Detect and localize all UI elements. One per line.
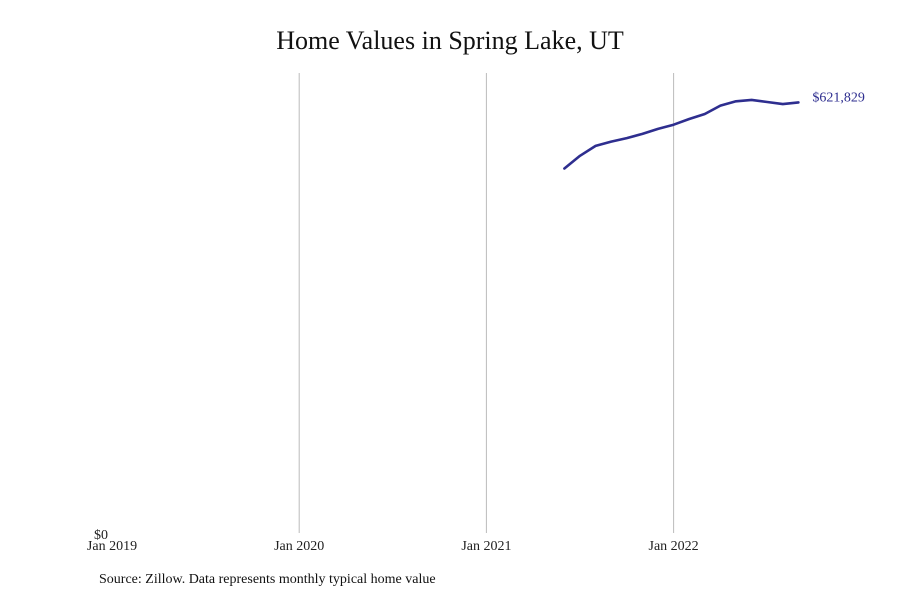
source-note: Source: Zillow. Data represents monthly …: [99, 572, 436, 587]
x-tick-label: Jan 2019: [87, 539, 137, 554]
end-value-label: $621,829: [812, 90, 865, 105]
series-line: [563, 98, 800, 170]
x-tick-labels: Jan 2019 Jan 2020 Jan 2021 Jan 2022: [87, 539, 699, 554]
x-tick-label: Jan 2020: [274, 539, 324, 554]
gridlines: [298, 73, 675, 533]
y-tick-label: $0: [94, 528, 108, 543]
x-tick-label: Jan 2022: [649, 539, 699, 554]
x-tick-label: Jan 2021: [461, 539, 511, 554]
y-tick-labels: $0: [94, 528, 108, 543]
chart-title: Home Values in Spring Lake, UT: [276, 26, 624, 55]
